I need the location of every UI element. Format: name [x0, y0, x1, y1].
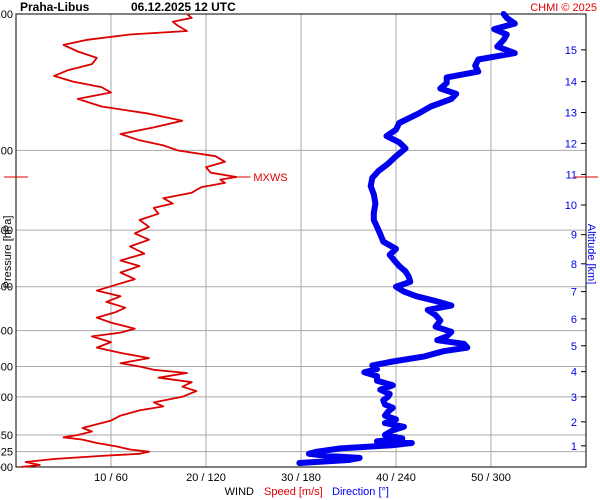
- x-axis-label-wind: WIND: [225, 486, 254, 498]
- altitude-tick-label: 7: [571, 287, 577, 299]
- altitude-tick-label: 1: [571, 441, 577, 453]
- x-tick-label: 50 / 300: [471, 472, 511, 484]
- speed-series-line: [20, 13, 238, 468]
- pressure-tick-label: 100: [0, 9, 13, 21]
- copyright: CHMI © 2025: [530, 2, 597, 14]
- plot-frame: [15, 13, 587, 468]
- pressure-tick-label: 700: [0, 392, 13, 404]
- y-axis-label-pressure: Pressure [hPa]: [2, 216, 14, 289]
- x-axis-label-direction: Direction [°]: [332, 486, 389, 498]
- pressure-tick-label: 500: [0, 326, 13, 338]
- pressure-tick-label: 300: [0, 225, 13, 237]
- grid: [16, 13, 586, 468]
- altitude-tick-label: 13: [565, 108, 577, 120]
- chart-title-station: Praha-Libus: [20, 0, 90, 14]
- pressure-tick-label: 600: [0, 362, 13, 374]
- altitude-tick-label: 14: [565, 77, 577, 89]
- mxws-label: MXWS: [253, 172, 287, 184]
- pressure-tick-label: 850: [0, 430, 13, 442]
- x-tick-label: 30 / 180: [281, 472, 321, 484]
- altitude-tick-label: 3: [571, 392, 577, 404]
- x-tick-label: 40 / 240: [376, 472, 416, 484]
- series-layer: [20, 11, 518, 468]
- altitude-tick-label: 5: [571, 341, 577, 353]
- direction-series-line: [296, 11, 518, 466]
- altitude-tick-label: 10: [565, 200, 577, 212]
- altitude-tick-label: 4: [571, 367, 577, 379]
- altitude-tick-label: 12: [565, 138, 577, 150]
- altitude-tick-label: 11: [566, 169, 577, 181]
- altitude-tick-label: 15: [565, 45, 577, 57]
- x-axis-label-speed: Speed [m/s]: [264, 486, 323, 498]
- pressure-tick-label: 1000: [0, 462, 13, 474]
- x-tick-label: 20 / 120: [186, 472, 226, 484]
- pressure-tick-labels: 100 200 300 400 500 600 700 850 925 1000: [0, 9, 13, 474]
- altitude-tick-label: 9: [571, 230, 577, 242]
- altitude-tick-label: 6: [571, 314, 577, 326]
- chart-title-datetime: 06.12.2025 12 UTC: [131, 0, 236, 14]
- pressure-tick-label: 200: [0, 145, 13, 157]
- x-tick-labels: 10 / 60 20 / 120 30 / 180 40 / 240 50 / 300: [94, 472, 511, 484]
- x-tick-label: 10 / 60: [94, 472, 128, 484]
- altitude-tick-label: 8: [571, 259, 577, 271]
- y-axis-label-altitude: Altitude [km]: [585, 224, 597, 285]
- pressure-tick-label: 400: [0, 282, 13, 294]
- altitude-tick-label: 2: [571, 417, 577, 429]
- pressure-tick-label: 925: [0, 447, 13, 459]
